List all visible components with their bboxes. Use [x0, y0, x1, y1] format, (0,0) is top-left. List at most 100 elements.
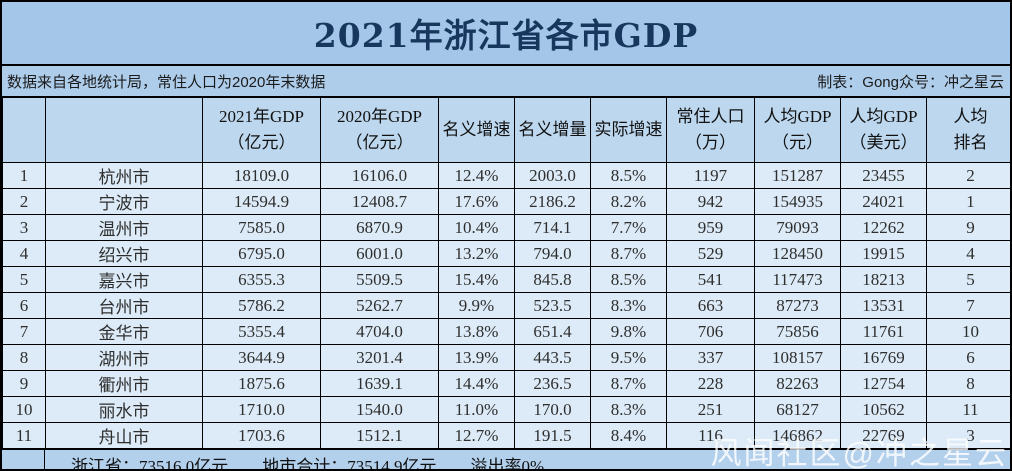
cell-nominal-growth: 14.4%: [438, 370, 515, 397]
cell-gdp2021: 1875.6: [202, 370, 321, 397]
cell-gdp2021: 1710.0: [202, 396, 321, 423]
cell-city: 嘉兴市: [45, 266, 203, 293]
cell-gdp2020: 16106.0: [320, 162, 439, 189]
cell-percap-usd: 13531: [840, 292, 927, 319]
cell-rank: 5: [2, 266, 46, 293]
cell-percap-rank: 7: [926, 292, 1010, 319]
cell-nominal-increase: 443.5: [514, 344, 591, 371]
cell-real-growth: 8.2%: [590, 188, 667, 215]
cell-gdp2021: 6795.0: [202, 240, 321, 267]
cell-nominal-growth: 11.0%: [438, 396, 515, 423]
cell-gdp2020: 6001.0: [320, 240, 439, 267]
cell-percap-usd: 12262: [840, 214, 927, 241]
cell-nominal-growth: 15.4%: [438, 266, 515, 293]
cell-percap-cny: 87273: [754, 292, 841, 319]
cell-percap-rank: 5: [926, 266, 1010, 293]
cell-rank: 8: [2, 344, 46, 371]
cell-percap-cny: 146862: [754, 422, 841, 449]
cell-percap-cny: 82263: [754, 370, 841, 397]
cell-nominal-growth: 17.6%: [438, 188, 515, 215]
cell-real-growth: 9.8%: [590, 318, 667, 345]
cell-percap-cny: 154935: [754, 188, 841, 215]
cell-rank: 11: [2, 422, 46, 449]
cell-population: 959: [666, 214, 755, 241]
cell-nominal-increase: 2186.2: [514, 188, 591, 215]
cell-city: 绍兴市: [45, 240, 203, 267]
cell-population: 529: [666, 240, 755, 267]
table-row: 3 温州市 7585.0 6870.9 10.4% 714.1 7.7% 959 79093 12…: [2, 214, 1010, 241]
cell-percap-usd: 11761: [840, 318, 927, 345]
cell-population: 706: [666, 318, 755, 345]
cell-nominal-increase: 2003.0: [514, 162, 591, 189]
cell-population: 116: [666, 422, 755, 449]
cell-percap-usd: 22769: [840, 422, 927, 449]
cell-percap-usd: 19915: [840, 240, 927, 267]
cities-total: 地市合计：73514.9亿元: [262, 457, 437, 471]
cell-percap-usd: 12754: [840, 370, 927, 397]
cell-real-growth: 8.5%: [590, 162, 667, 189]
header-row: 2021年GDP （亿元） 2020年GDP （亿元） 名义增速 名义增量 实际增速 常住人口…: [2, 97, 1010, 163]
cell-nominal-growth: 12.7%: [438, 422, 515, 449]
table-row: 9 衢州市 1875.6 1639.1 14.4% 236.5 8.7% 228 82263 12…: [2, 370, 1010, 397]
cell-percap-rank: 9: [926, 214, 1010, 241]
cell-nominal-increase: 794.0: [514, 240, 591, 267]
cell-city: 金华市: [45, 318, 203, 345]
table-row: 4 绍兴市 6795.0 6001.0 13.2% 794.0 8.7% 529 128450 1…: [2, 240, 1010, 267]
cell-percap-usd: 10562: [840, 396, 927, 423]
cell-rank: 6: [2, 292, 46, 319]
cell-gdp2020: 12408.7: [320, 188, 439, 215]
cell-city: 丽水市: [45, 396, 203, 423]
cell-gdp2020: 3201.4: [320, 344, 439, 371]
cell-rank: 10: [2, 396, 46, 423]
cell-rank: 3: [2, 214, 46, 241]
cell-percap-rank: 8: [926, 370, 1010, 397]
cell-city: 杭州市: [45, 162, 203, 189]
header-rank: [2, 97, 46, 163]
cell-gdp2020: 5262.7: [320, 292, 439, 319]
cell-nominal-growth: 13.2%: [438, 240, 515, 267]
header-line: 人均GDP: [849, 106, 918, 126]
summary-text: 浙江省：73516.0亿元 地市合计：73514.9亿元 溢出率0%: [45, 452, 544, 471]
cell-percap-cny: 151287: [754, 162, 841, 189]
table-row: 7 金华市 5355.4 4704.0 13.8% 651.4 9.8% 706 75856 11…: [2, 318, 1010, 345]
table-row: 1 杭州市 18109.0 16106.0 12.4% 2003.0 8.5% 1197 151…: [2, 162, 1010, 189]
cell-city: 台州市: [45, 292, 203, 319]
cell-percap-rank: 3: [926, 422, 1010, 449]
cell-percap-cny: 79093: [754, 214, 841, 241]
cell-population: 337: [666, 344, 755, 371]
header-line: 2021年GDP: [218, 106, 304, 126]
table-body: 1 杭州市 18109.0 16106.0 12.4% 2003.0 8.5% 1197 151…: [2, 162, 1010, 449]
header-line: 常住人口: [676, 106, 745, 126]
header-line: （亿元）: [345, 133, 414, 152]
cell-nominal-increase: 651.4: [514, 318, 591, 345]
cell-percap-cny: 128450: [754, 240, 841, 267]
cell-population: 1197: [666, 162, 755, 189]
header-line: （万）: [685, 133, 736, 152]
cell-nominal-growth: 10.4%: [438, 214, 515, 241]
cell-gdp2021: 5355.4: [202, 318, 321, 345]
header-line: 人均GDP: [763, 106, 832, 126]
header-percap-cny: 人均GDP （元）: [754, 97, 841, 163]
header-gdp2021: 2021年GDP （亿元）: [202, 97, 321, 163]
cell-population: 663: [666, 292, 755, 319]
table-row: 8 湖州市 3644.9 3201.4 13.9% 443.5 9.5% 337 108157 1…: [2, 344, 1010, 371]
cell-gdp2020: 1639.1: [320, 370, 439, 397]
cell-gdp2021: 1703.6: [202, 422, 321, 449]
cell-gdp2021: 6355.3: [202, 266, 321, 293]
cell-gdp2020: 1540.0: [320, 396, 439, 423]
cell-percap-cny: 108157: [754, 344, 841, 371]
cell-city: 衢州市: [45, 370, 203, 397]
header-line: 名义增速: [442, 119, 511, 139]
cell-nominal-increase: 170.0: [514, 396, 591, 423]
cell-gdp2021: 3644.9: [202, 344, 321, 371]
cell-percap-rank: 6: [926, 344, 1010, 371]
cell-population: 541: [666, 266, 755, 293]
header-nominal-growth: 名义增速: [438, 97, 515, 163]
cell-rank: 4: [2, 240, 46, 267]
header-real-growth: 实际增速: [590, 97, 667, 163]
cell-gdp2020: 6870.9: [320, 214, 439, 241]
cell-gdp2020: 1512.1: [320, 422, 439, 449]
header-line: （美元）: [849, 133, 918, 152]
cell-percap-usd: 24021: [840, 188, 927, 215]
